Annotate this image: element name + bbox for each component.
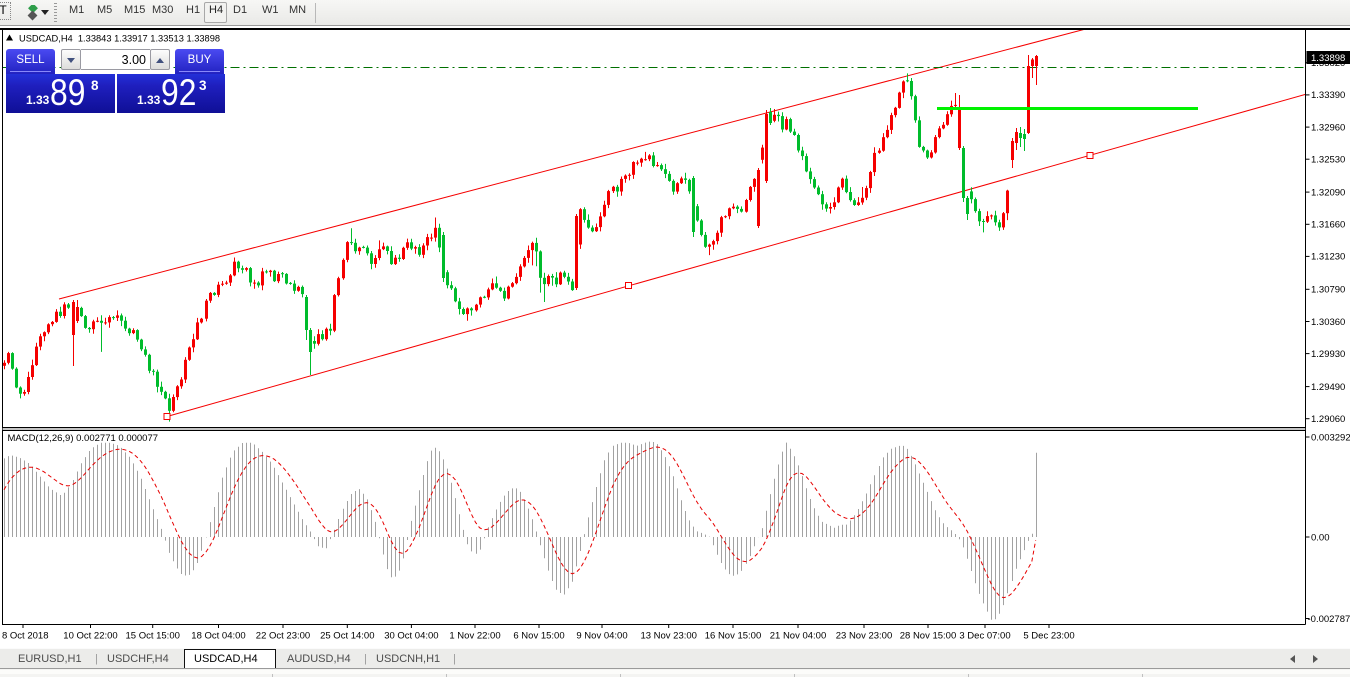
svg-text:1.31230: 1.31230 <box>1311 252 1345 263</box>
svg-text:6 Nov 15:00: 6 Nov 15:00 <box>513 631 564 642</box>
svg-text:21 Nov 04:00: 21 Nov 04:00 <box>770 631 827 642</box>
svg-text:1.30360: 1.30360 <box>1311 317 1345 328</box>
svg-text:5 Dec 23:00: 5 Dec 23:00 <box>1023 631 1074 642</box>
svg-text:23 Nov 23:00: 23 Nov 23:00 <box>836 631 893 642</box>
svg-text:USDCAD,H4 1.33843 1.33917 1.3: USDCAD,H4 1.33843 1.33917 1.33513 1.3389… <box>19 34 220 44</box>
svg-text:1.31660: 1.31660 <box>1311 220 1345 231</box>
svg-text:1.33898: 1.33898 <box>1311 53 1345 64</box>
svg-text:1.30790: 1.30790 <box>1311 285 1345 296</box>
svg-text:18 Oct 04:00: 18 Oct 04:00 <box>191 631 245 642</box>
svg-text:-0.002787: -0.002787 <box>1308 614 1350 625</box>
svg-text:8 Oct 2018: 8 Oct 2018 <box>2 631 48 642</box>
svg-text:13 Nov 23:00: 13 Nov 23:00 <box>640 631 697 642</box>
svg-text:MACD(12,26,9) 0.002771 0.00007: MACD(12,26,9) 0.002771 0.000077 <box>8 433 159 444</box>
svg-text:0.00: 0.00 <box>1311 532 1330 543</box>
svg-text:1.29490: 1.29490 <box>1311 382 1345 393</box>
svg-text:10 Oct 22:00: 10 Oct 22:00 <box>63 631 117 642</box>
svg-text:3 Dec 07:00: 3 Dec 07:00 <box>959 631 1010 642</box>
svg-text:1.32090: 1.32090 <box>1311 187 1345 198</box>
svg-text:1 Nov 22:00: 1 Nov 22:00 <box>449 631 500 642</box>
svg-text:1.32960: 1.32960 <box>1311 122 1345 133</box>
svg-text:9 Nov 04:00: 9 Nov 04:00 <box>576 631 627 642</box>
svg-text:1.32530: 1.32530 <box>1311 155 1345 166</box>
svg-text:30 Oct 04:00: 30 Oct 04:00 <box>384 631 438 642</box>
svg-text:22 Oct 23:00: 22 Oct 23:00 <box>256 631 310 642</box>
svg-text:28 Nov 15:00: 28 Nov 15:00 <box>900 631 957 642</box>
svg-text:1.33390: 1.33390 <box>1311 90 1345 101</box>
svg-text:25 Oct 14:00: 25 Oct 14:00 <box>320 631 374 642</box>
svg-text:0.003292: 0.003292 <box>1311 432 1350 443</box>
svg-text:1.29060: 1.29060 <box>1311 414 1345 425</box>
svg-text:15 Oct 15:00: 15 Oct 15:00 <box>125 631 179 642</box>
svg-text:16 Nov 15:00: 16 Nov 15:00 <box>705 631 762 642</box>
svg-text:1.29930: 1.29930 <box>1311 349 1345 360</box>
